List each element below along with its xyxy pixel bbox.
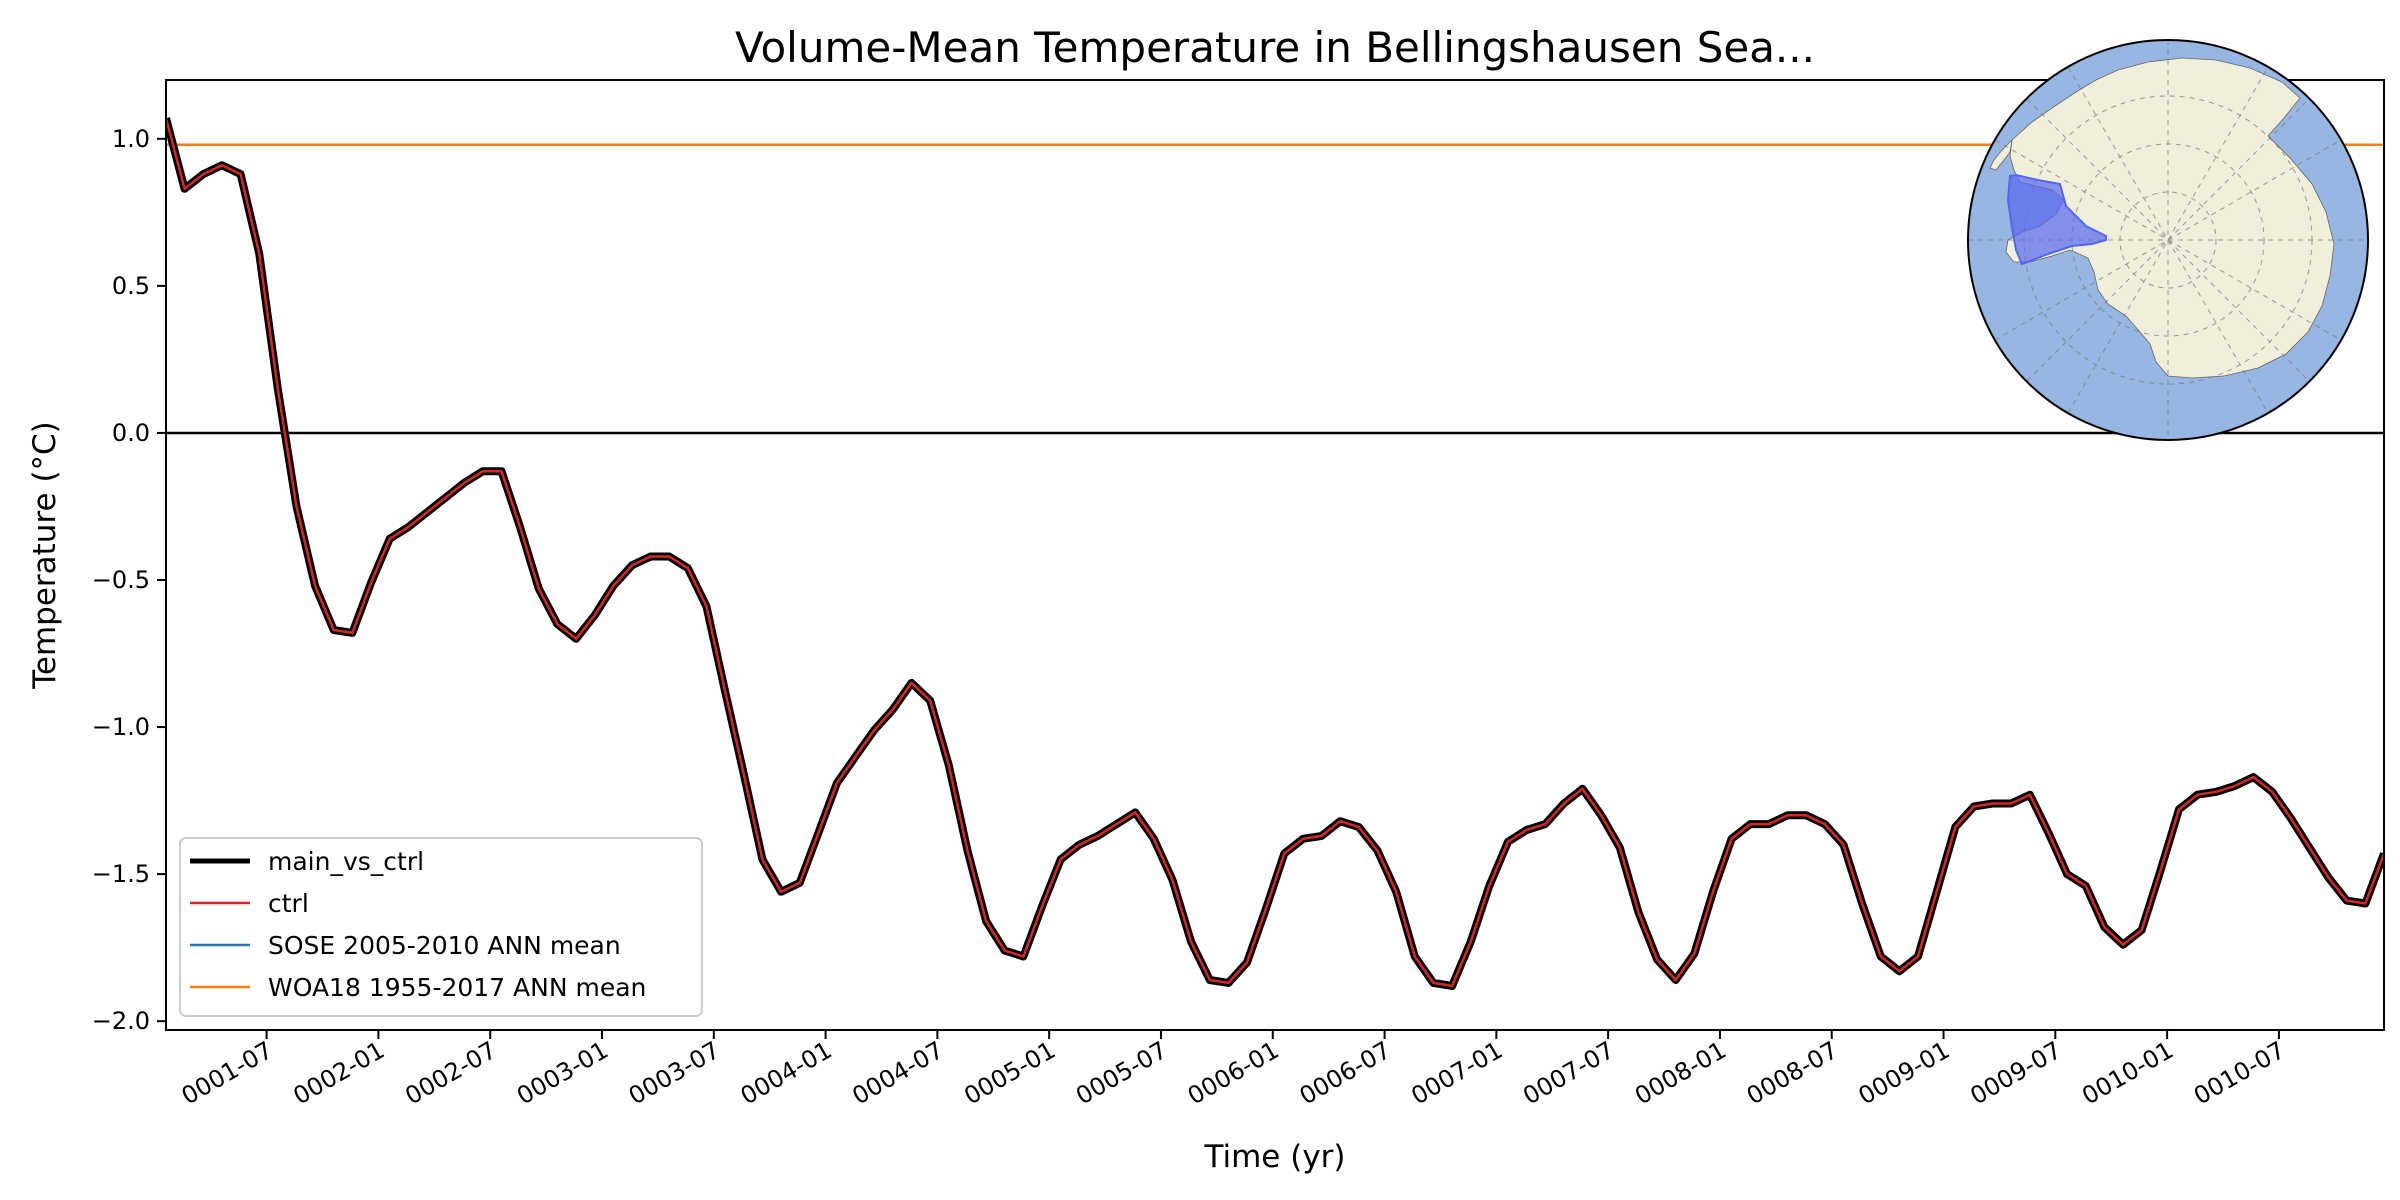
x-tick-label: 0005-07 (1071, 1036, 1172, 1110)
x-tick-label: 0010-07 (2189, 1036, 2290, 1110)
chart-title: Volume-Mean Temperature in Bellingshause… (735, 23, 1815, 72)
x-tick-label: 0004-07 (848, 1036, 949, 1110)
x-tick-label: 0009-07 (1965, 1036, 2066, 1110)
plot-frame (165, 79, 2385, 1031)
map-boundary (1967, 39, 2369, 441)
legend-label-woa18: WOA18 1955-2017 ANN mean (268, 973, 646, 1002)
x-tick-label: 0004-01 (736, 1036, 837, 1110)
legend: main_vs_ctrl ctrl SOSE 2005-2010 ANN mea… (179, 837, 703, 1017)
x-tick-label: 0010-01 (2077, 1036, 2178, 1110)
x-tick-label: 0006-01 (1183, 1036, 1284, 1110)
x-tick-label: 0007-01 (1407, 1036, 1508, 1110)
x-axis: 0001-07 0002-01 0002-07 0003-01 0003-07 0004-… (177, 1030, 2290, 1110)
ctrl-line (166, 117, 2384, 988)
x-tick-label: 0008-07 (1742, 1036, 1843, 1110)
legend-box (179, 837, 703, 1017)
y-tick-label: 1.0 (112, 125, 150, 153)
y-tick-label: −1.5 (92, 860, 150, 888)
y-axis: −2.0 −1.5 −1.0 −0.5 0.0 0.5 1.0 (92, 125, 166, 1035)
x-tick-label: 0009-01 (1854, 1036, 1955, 1110)
legend-label-main: main_vs_ctrl (268, 847, 424, 876)
legend-label-sose: SOSE 2005-2010 ANN mean (268, 931, 621, 960)
inset-map (1967, 39, 2369, 441)
x-tick-label: 0003-07 (624, 1036, 725, 1110)
map-bellingshausen-region (2006, 173, 2107, 266)
x-tick-label: 0005-01 (959, 1036, 1060, 1110)
x-tick-label: 0002-01 (289, 1036, 390, 1110)
x-tick-label: 0008-01 (1630, 1036, 1731, 1110)
x-tick-label: 0001-07 (177, 1036, 278, 1110)
legend-label-ctrl: ctrl (268, 889, 309, 918)
y-tick-label: 0.5 (112, 272, 150, 300)
y-tick-label: −1.0 (92, 713, 150, 741)
x-axis-label: Time (yr) (1204, 1139, 1346, 1175)
y-tick-label: 0.0 (112, 419, 150, 447)
y-tick-label: −2.0 (92, 1007, 150, 1035)
x-tick-label: 0006-07 (1295, 1036, 1396, 1110)
x-tick-label: 0002-07 (400, 1036, 501, 1110)
x-tick-label: 0007-07 (1518, 1036, 1619, 1110)
y-tick-label: −0.5 (92, 566, 150, 594)
y-axis-label: Temperature (°C) (27, 421, 63, 690)
x-tick-label: 0003-01 (512, 1036, 613, 1110)
map-antarctic-peninsula (1989, 138, 2013, 171)
